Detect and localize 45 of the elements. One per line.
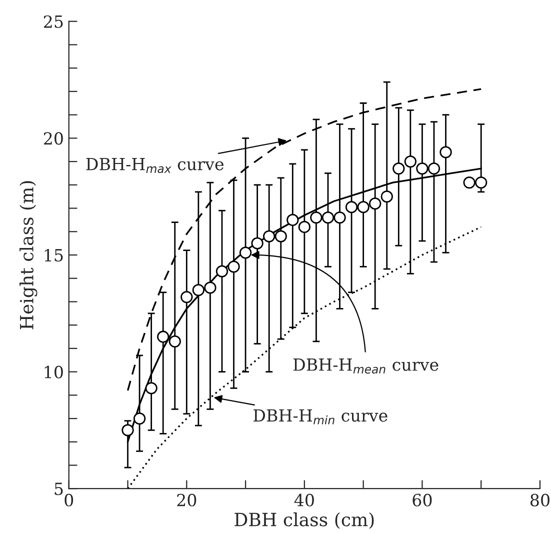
point	[204, 282, 216, 294]
point	[463, 176, 476, 189]
point	[369, 198, 382, 210]
y-tick-label: 20	[44, 132, 63, 145]
point	[145, 382, 158, 394]
point	[298, 220, 310, 234]
point	[404, 155, 416, 168]
point	[263, 230, 276, 242]
x-tick-label: 40	[294, 494, 314, 506]
point	[122, 424, 134, 436]
point	[440, 146, 452, 158]
x-tick-label: 20	[177, 494, 196, 506]
x-tick-label: 60	[412, 494, 432, 506]
point	[380, 190, 393, 203]
point	[157, 330, 170, 343]
point	[180, 290, 193, 304]
point	[345, 201, 358, 214]
y-tick-label: 10	[44, 366, 63, 378]
y-tick-label: 15	[44, 248, 63, 262]
point	[168, 335, 181, 348]
point	[274, 230, 287, 242]
point	[357, 201, 370, 214]
y-tick-label: 25	[44, 15, 63, 28]
point	[310, 212, 322, 224]
point	[192, 284, 205, 296]
point	[392, 162, 405, 175]
point	[334, 212, 346, 224]
y-axis-title: Height class (m)	[20, 181, 38, 330]
point	[322, 212, 334, 224]
annotation: DBH-H$_{max}$ curve	[86, 158, 224, 173]
point	[286, 214, 299, 226]
point	[133, 412, 146, 425]
point	[416, 162, 428, 175]
point	[475, 176, 488, 189]
point	[216, 265, 228, 278]
x-tick-label: 0	[64, 494, 74, 506]
annotation: DBH-H$_{mean}$ curve	[293, 358, 438, 374]
x-tick-label: 80	[530, 494, 550, 506]
point	[239, 246, 252, 259]
annotation: DBH-H$_{min}$ curve	[254, 409, 388, 424]
x-axis-title: DBH class (cm)	[234, 512, 374, 529]
y-tick-label: 5	[54, 482, 63, 496]
point	[251, 237, 264, 250]
point	[228, 260, 240, 273]
point	[428, 162, 440, 175]
